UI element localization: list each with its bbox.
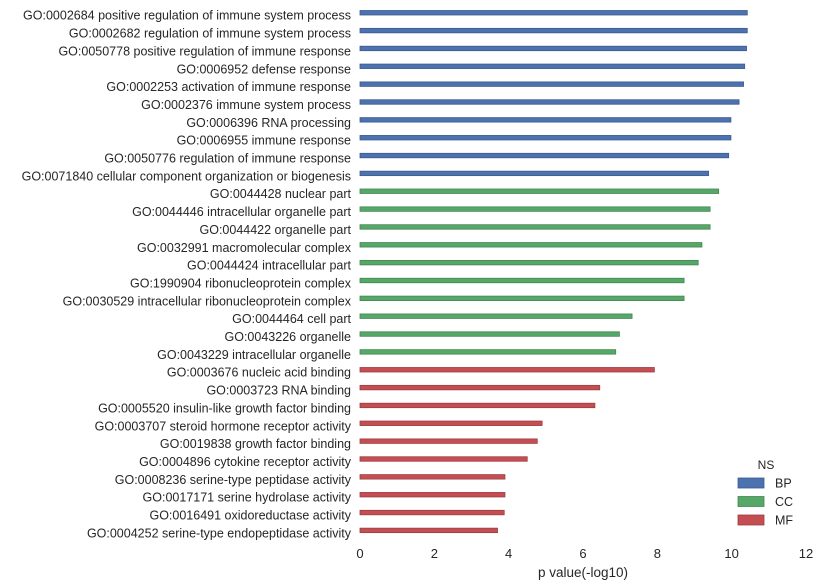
category-label: GO:0050778 positive regulation of immune… bbox=[58, 44, 351, 58]
bar-go-0044464 bbox=[359, 313, 633, 319]
legend: NS BP CC MF bbox=[737, 458, 793, 528]
x-tick-label: 2 bbox=[431, 546, 438, 561]
category-label: GO:0006396 RNA processing bbox=[186, 116, 351, 130]
category-label: GO:0003676 nucleic acid binding bbox=[167, 366, 351, 380]
bar-go-0016491 bbox=[359, 509, 505, 516]
category-label: GO:0005520 insulin-like growth factor bi… bbox=[98, 401, 351, 415]
category-label: GO:0044422 organelle part bbox=[200, 223, 352, 237]
bar-go-0017171 bbox=[359, 492, 506, 498]
bar-go-0002682 bbox=[359, 27, 748, 34]
bar-go-0071840 bbox=[359, 170, 710, 177]
x-tick-label: 6 bbox=[579, 546, 586, 561]
bar-go-0043229 bbox=[359, 349, 617, 355]
bar-go-0044446 bbox=[359, 206, 711, 212]
category-label: GO:0003707 steroid hormone receptor acti… bbox=[95, 419, 352, 433]
bar-go-0005520 bbox=[359, 402, 596, 409]
bar-go-0002376 bbox=[359, 99, 740, 105]
x-tick-label: 12 bbox=[799, 546, 813, 561]
bar-go-0043226 bbox=[359, 331, 620, 337]
legend-swatch-mf bbox=[737, 514, 765, 526]
bar-go-0002684 bbox=[359, 10, 748, 16]
category-label: GO:0071840 cellular component organizati… bbox=[22, 169, 351, 183]
bar-go-0003723 bbox=[359, 384, 601, 391]
bar-go-0044422 bbox=[359, 224, 711, 230]
category-label: GO:0003723 RNA binding bbox=[206, 384, 351, 398]
x-tick-label: 4 bbox=[505, 546, 512, 561]
category-label: GO:0017171 serine hydrolase activity bbox=[143, 491, 352, 505]
bar-go-0002253 bbox=[359, 81, 744, 87]
category-label: GO:1990904 ribonucleoprotein complex bbox=[130, 276, 352, 290]
bar-go-0003676 bbox=[359, 367, 655, 373]
category-label: GO:0006952 defense response bbox=[177, 62, 351, 76]
category-label: GO:0002376 immune system process bbox=[141, 98, 351, 112]
category-label: GO:0016491 oxidoreductase activity bbox=[149, 509, 351, 523]
bar-go-0050778 bbox=[359, 45, 747, 52]
legend-label-bp: BP bbox=[775, 477, 792, 491]
bars-group bbox=[359, 10, 748, 534]
category-label: GO:0044428 nuclear part bbox=[210, 187, 352, 201]
category-label: GO:0044464 cell part bbox=[232, 312, 351, 326]
bar-go-1990904 bbox=[359, 277, 685, 284]
bar-go-0004252 bbox=[359, 527, 498, 534]
bar-go-0006955 bbox=[359, 135, 732, 141]
category-label: GO:0008236 serine-type peptidase activit… bbox=[115, 473, 352, 487]
bar-go-0003707 bbox=[359, 420, 543, 426]
category-label: GO:0004252 serine-type endopeptidase act… bbox=[87, 526, 352, 540]
category-label: GO:0044446 intracellular organelle part bbox=[132, 205, 351, 219]
x-tick-label: 0 bbox=[356, 546, 363, 561]
category-label: GO:0002253 activation of immune response bbox=[106, 80, 351, 94]
category-label: GO:0004896 cytokine receptor activity bbox=[139, 455, 352, 469]
bar-go-0044424 bbox=[359, 259, 699, 266]
category-label: GO:0032991 macromolecular complex bbox=[137, 241, 352, 255]
legend-items: BP CC MF bbox=[737, 477, 793, 528]
bar-go-0044428 bbox=[359, 188, 720, 194]
bar-go-0019838 bbox=[359, 438, 538, 444]
bar-go-0004896 bbox=[359, 456, 528, 462]
category-label: GO:0019838 growth factor binding bbox=[160, 437, 351, 451]
category-label: GO:0030529 intracellular ribonucleoprote… bbox=[63, 294, 352, 308]
category-label: GO:0002682 regulation of immune system p… bbox=[69, 27, 351, 41]
x-tick-label: 8 bbox=[654, 546, 661, 561]
bar-go-0008236 bbox=[359, 474, 506, 480]
category-label: GO:0043226 organelle bbox=[225, 330, 352, 344]
legend-swatch-bp bbox=[737, 477, 765, 489]
x-axis-title: p value(-log10) bbox=[538, 565, 628, 580]
category-label: GO:0002684 positive regulation of immune… bbox=[23, 9, 351, 23]
category-label: GO:0050776 regulation of immune response bbox=[104, 152, 351, 166]
x-tick-label: 10 bbox=[724, 546, 738, 561]
bar-go-0030529 bbox=[359, 295, 685, 302]
bar-go-0050776 bbox=[359, 152, 730, 159]
category-label: GO:0043229 intracellular organelle bbox=[157, 348, 351, 362]
legend-swatch-cc bbox=[737, 496, 765, 507]
category-label: GO:0044424 intracellular part bbox=[187, 259, 352, 273]
legend-title: NS bbox=[758, 458, 775, 472]
bar-go-0006952 bbox=[359, 63, 746, 69]
bar-go-0032991 bbox=[359, 242, 703, 248]
legend-label-mf: MF bbox=[775, 514, 793, 528]
category-labels-group: GO:0002684 positive regulation of immune… bbox=[22, 9, 352, 541]
category-label: GO:0006955 immune response bbox=[177, 134, 351, 148]
legend-label-cc: CC bbox=[775, 495, 793, 509]
bar-go-0006396 bbox=[359, 117, 732, 123]
x-tick-labels-group: 0 2 4 6 8 10 12 bbox=[356, 546, 813, 561]
